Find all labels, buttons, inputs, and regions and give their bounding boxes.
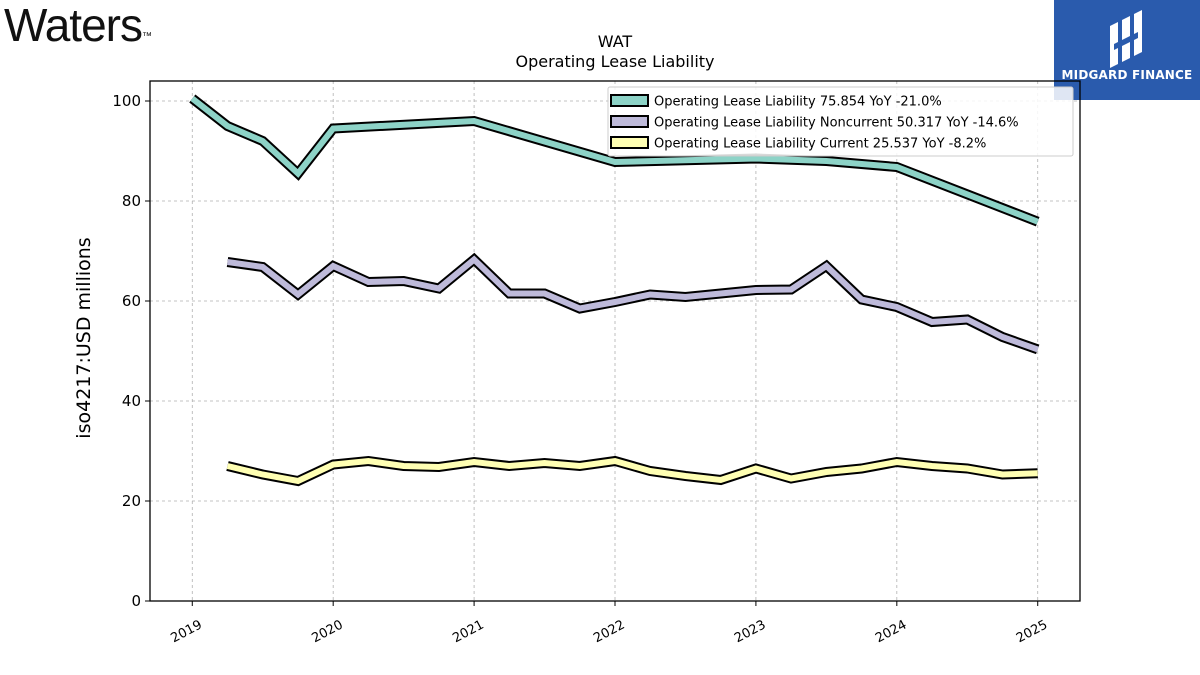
y-tick-label: 40 — [122, 392, 141, 410]
series-line-0 — [190, 96, 1039, 225]
waters-logo: Waters™ — [4, 0, 152, 50]
x-tick-label: 2022 — [591, 618, 627, 647]
chart-title: WAT — [597, 32, 633, 51]
x-tick-label: 2019 — [168, 618, 204, 647]
trademark-symbol: ™ — [141, 31, 152, 42]
x-tick-label: 2023 — [732, 618, 768, 647]
midgard-finance-badge: MIDGARD FINANCE — [1054, 0, 1200, 100]
series-line-1 — [227, 255, 1039, 353]
legend-box — [607, 86, 1074, 157]
legend-swatch — [610, 115, 649, 128]
legend-entry-label: Operating Lease Liability Noncurrent 50.… — [654, 116, 1019, 131]
midgard-finance-name: MIDGARD FINANCE — [1061, 68, 1193, 82]
y-tick-label: 0 — [131, 592, 141, 610]
waters-logo-text: Waters — [4, 0, 143, 51]
y-tick-label: 60 — [122, 292, 141, 310]
x-tick-label: 2021 — [450, 618, 486, 647]
legend-entry-label: Operating Lease Liability Current 25.537… — [654, 137, 986, 152]
series-line-2 — [226, 457, 1038, 485]
legend-swatch — [610, 94, 649, 107]
legend-entry-label: Operating Lease Liability 75.854 YoY -21… — [654, 95, 942, 110]
y-tick-label: 20 — [122, 492, 141, 510]
y-axis-label: iso4217:USD millions — [73, 237, 95, 438]
legend: Operating Lease Liability 75.854 YoY -21… — [607, 86, 1074, 157]
midgard-finance-logo-icon — [1110, 10, 1142, 68]
x-tick-label: 2025 — [1014, 618, 1050, 647]
x-tick-label: 2020 — [309, 618, 345, 647]
y-tick-label: 100 — [112, 92, 141, 110]
series-lines — [189, 94, 1040, 487]
legend-swatch — [610, 136, 649, 149]
chart-subtitle: Operating Lease Liability — [515, 52, 715, 71]
y-tick-label: 80 — [122, 192, 141, 210]
x-tick-label: 2024 — [873, 618, 909, 647]
